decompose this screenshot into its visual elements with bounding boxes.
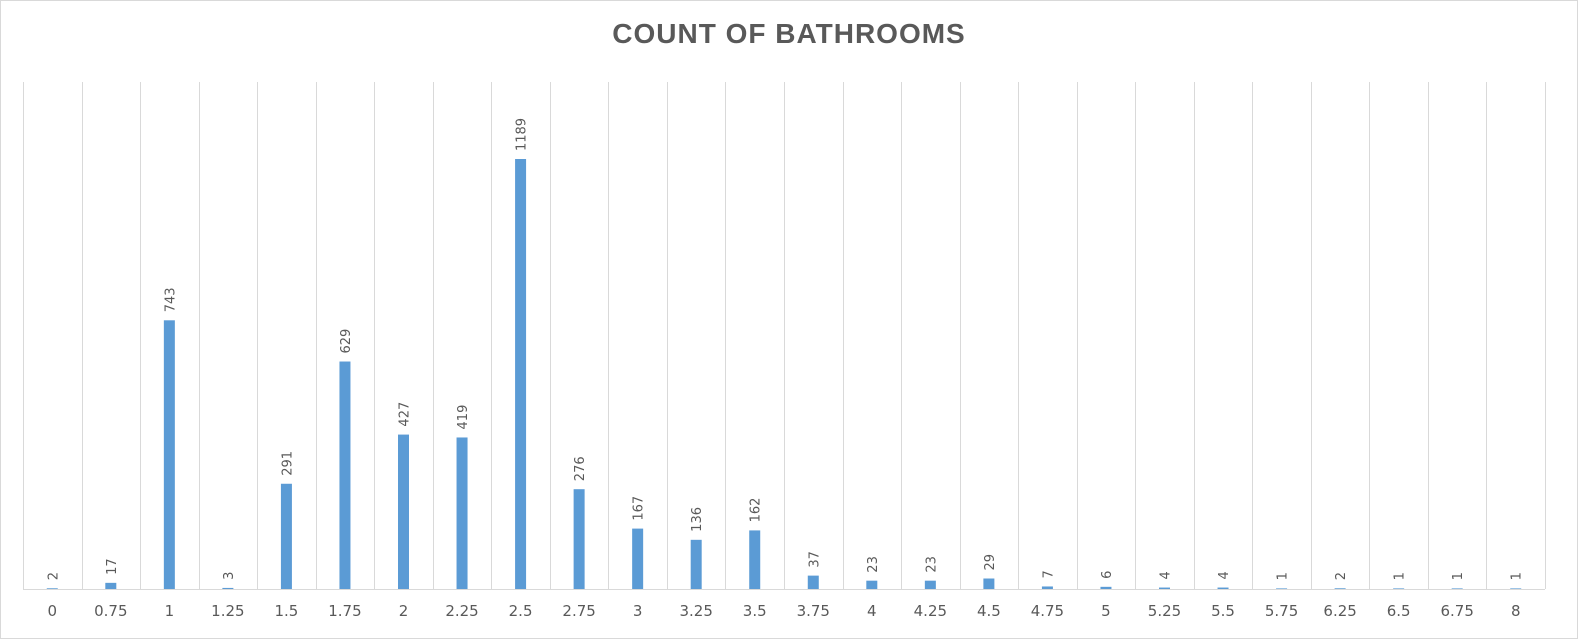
x-tick-label: 4.75: [1031, 602, 1064, 620]
bar: [1510, 588, 1522, 589]
data-label: 162: [749, 498, 764, 523]
x-tick-label: 2: [399, 602, 409, 620]
data-label: 2: [1334, 572, 1349, 580]
bar: [46, 588, 58, 589]
bar: [749, 530, 761, 589]
data-label: 23: [924, 556, 939, 573]
data-label: 4: [1159, 571, 1174, 579]
x-tick-label: 5: [1101, 602, 1111, 620]
bar: [1393, 588, 1405, 589]
data-label: 1: [1393, 572, 1408, 580]
x-tick-label: 5.75: [1265, 602, 1298, 620]
data-label: 4: [1217, 571, 1232, 579]
bar: [690, 539, 702, 589]
x-tick-label: 3.5: [743, 602, 767, 620]
bar: [1276, 588, 1288, 589]
data-label: 1: [1451, 572, 1466, 580]
bar: [632, 528, 644, 589]
data-label: 17: [105, 558, 120, 575]
x-tick-label: 4: [867, 602, 877, 620]
bar: [1451, 588, 1463, 589]
x-tick-label: 1.5: [274, 602, 298, 620]
x-tick-label: 5.5: [1211, 602, 1235, 620]
data-label: 23: [866, 556, 881, 573]
data-label: 419: [456, 405, 471, 430]
bar: [1217, 587, 1229, 589]
data-label: 291: [280, 451, 295, 476]
x-tick-label: 1.75: [328, 602, 361, 620]
x-tick-label: 8: [1511, 602, 1521, 620]
bar: [163, 320, 175, 589]
data-label: 1189: [515, 118, 530, 151]
x-tick-label: 0.75: [94, 602, 127, 620]
x-tick-label: 2.5: [509, 602, 533, 620]
bar: [339, 361, 351, 589]
data-label: 743: [163, 287, 178, 312]
data-label: 1: [1276, 572, 1291, 580]
x-tick-label: 4.25: [914, 602, 947, 620]
x-tick-label: 0: [47, 602, 57, 620]
data-label: 37: [807, 551, 822, 568]
data-label: 7: [1041, 570, 1056, 578]
bar: [1041, 586, 1053, 589]
data-label: 1: [1510, 572, 1525, 580]
x-tick-label: 1.25: [211, 602, 244, 620]
x-tick-label: 4.5: [977, 602, 1001, 620]
bar: [280, 483, 292, 589]
x-tick-label: 6.75: [1440, 602, 1473, 620]
data-label: 167: [632, 496, 647, 521]
x-tick-label: 2.25: [445, 602, 478, 620]
bar: [983, 578, 995, 589]
bar: [105, 582, 117, 589]
data-label: 629: [339, 329, 354, 354]
bar: [866, 580, 878, 589]
data-label: 427: [398, 402, 413, 427]
x-tick-label: 5.25: [1148, 602, 1181, 620]
bar: [1334, 588, 1346, 589]
bar: [222, 587, 234, 589]
bar: [1159, 587, 1170, 589]
x-tick-label: 3: [633, 602, 643, 620]
bar: [456, 437, 468, 589]
data-label: 6: [1100, 571, 1115, 579]
bar: [807, 575, 819, 589]
x-tick-label: 6.5: [1387, 602, 1411, 620]
bar: [573, 489, 585, 589]
x-tick-label: 1: [165, 602, 175, 620]
x-tick-label: 2.75: [562, 602, 595, 620]
bar: [1100, 586, 1112, 589]
bar: [515, 159, 527, 589]
bar: [924, 580, 936, 589]
x-tick-label: 3.25: [679, 602, 712, 620]
chart-title: COUNT OF BATHROOMS: [612, 18, 966, 49]
x-tick-label: 6.25: [1323, 602, 1356, 620]
data-label: 136: [690, 507, 705, 532]
bar: [398, 434, 409, 589]
data-label: 276: [573, 456, 588, 481]
data-label: 29: [983, 554, 998, 571]
data-label: 3: [222, 572, 237, 580]
data-label: 2: [46, 572, 61, 580]
x-tick-label: 3.75: [797, 602, 830, 620]
